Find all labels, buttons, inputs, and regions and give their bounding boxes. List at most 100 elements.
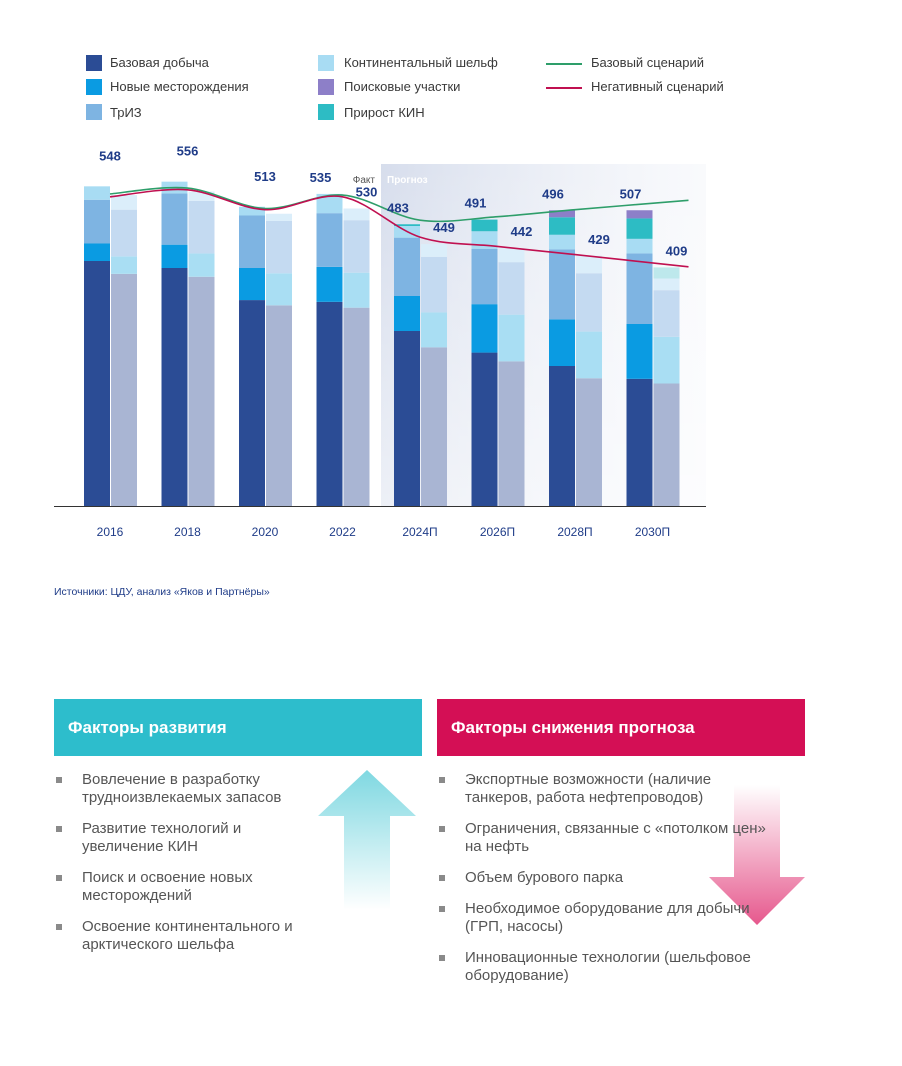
- total-label-negative: 530: [356, 185, 378, 200]
- total-label-base: 483: [387, 200, 409, 215]
- bar-segment-negative: [111, 256, 137, 274]
- bar-segment-negative: [653, 383, 680, 506]
- bar-segment-base: [84, 186, 110, 200]
- bar-segment-base: [316, 213, 343, 267]
- bar-segment-negative: [266, 220, 292, 274]
- legend-swatch-new-fields: [86, 79, 102, 95]
- bar-segment-negative: [266, 305, 292, 506]
- bullet-icon: [56, 875, 62, 881]
- legend-label-exploration: Поисковые участки: [344, 79, 461, 94]
- bullet-icon: [439, 826, 445, 832]
- total-label-negative: 409: [666, 243, 688, 258]
- bar-segment-negative: [343, 208, 370, 221]
- base-scenario-line: [109, 186, 689, 223]
- bars-group: [84, 181, 680, 506]
- up-arrow-icon: [318, 770, 416, 910]
- bar-segment-base: [626, 253, 653, 324]
- decline-factor-text: Объем бурового парка: [465, 869, 624, 886]
- x-tick-label: 2024П: [402, 525, 437, 539]
- x-tick-label: 2026П: [480, 525, 515, 539]
- total-label-base: 535: [310, 170, 332, 185]
- bar-segment-base: [316, 193, 343, 214]
- list-item: Ограничения, связанные с «потолком цен» …: [437, 820, 767, 856]
- bar-segment-base: [394, 331, 420, 506]
- growth-factors-header: Факторы развития: [54, 699, 422, 756]
- list-item: Экспортные возможности (наличие танкеров…: [437, 771, 767, 807]
- total-label: 548: [99, 148, 121, 163]
- x-tick-label: 2028П: [557, 525, 592, 539]
- bar-segment-base: [626, 210, 653, 219]
- bar-segment-base: [394, 237, 420, 296]
- bar-segment-base: [626, 218, 653, 239]
- bar-segment-negative: [576, 331, 602, 379]
- down-arrow-icon: [709, 785, 805, 925]
- bar-segment-negative: [188, 191, 215, 201]
- bullet-icon: [56, 924, 62, 930]
- decline-factor-text: Инновационные технологии (шельфовое обор…: [465, 949, 751, 984]
- bar-segment-base: [471, 304, 498, 353]
- bar-segment-negative: [498, 248, 525, 263]
- growth-factors-title: Факторы развития: [68, 718, 227, 737]
- bar-segment-negative: [421, 347, 447, 506]
- legend-line-negative-scenario: [546, 87, 582, 89]
- bar-segment-base: [316, 266, 343, 302]
- x-tick-label: 2016: [97, 525, 124, 539]
- total-label-negative: 442: [511, 224, 533, 239]
- x-axis: 2016 2018 2020 2022 2024П 2026П 2028П 2030П: [54, 506, 706, 539]
- legend-swatch-shelf: [318, 55, 334, 71]
- bar-segment-base: [161, 268, 188, 506]
- total-label: 513: [254, 169, 276, 184]
- legend-label-new-fields: Новые месторождения: [110, 79, 249, 94]
- total-labels: 548 556 513 535 530 483 449 491 442 496 429 507 409: [99, 144, 687, 259]
- legend-label-recovery-growth: Прирост КИН: [344, 105, 425, 120]
- bar-segment-base: [626, 324, 653, 379]
- bar-segment-base: [239, 300, 265, 506]
- legend-label-negative-scenario: Негативный сценарий: [591, 79, 724, 94]
- growth-factor-text: Развитие технологий и увеличение КИН: [82, 820, 242, 855]
- bar-segment-base: [239, 206, 265, 216]
- bar-segment-negative: [111, 195, 137, 210]
- bar-segment-negative: [421, 312, 447, 348]
- bar-segment-negative: [498, 314, 525, 362]
- bar-segment-base: [316, 301, 343, 506]
- bar-segment-negative: [498, 361, 525, 506]
- source-note: Источники: ЦДУ, анализ «Яков и Партнёры»: [54, 586, 270, 598]
- list-item: Освоение континентального и арктического…: [54, 918, 324, 954]
- total-label-base: 507: [620, 186, 642, 201]
- bar-segment-base: [394, 296, 420, 331]
- bar-segment-negative: [343, 220, 370, 273]
- forecast-label: Прогноз: [387, 175, 428, 186]
- bar-segment-negative: [653, 336, 680, 384]
- list-item: Вовлечение в разработку трудноизвлекаемы…: [54, 771, 324, 807]
- decline-factors-header: Факторы снижения прогноза: [437, 699, 805, 756]
- list-item: Инновационные технологии (шельфовое обор…: [437, 949, 767, 985]
- bullet-icon: [56, 826, 62, 832]
- decline-factors-list: Экспортные возможности (наличие танкеров…: [437, 771, 767, 998]
- bar-segment-negative: [188, 253, 215, 277]
- x-tick-label: 2020: [252, 525, 279, 539]
- bar-segment-base: [84, 243, 110, 261]
- x-tick-label: 2030П: [635, 525, 670, 539]
- decline-factor-text: Необходимое оборудование для добычи (ГРП…: [465, 900, 750, 935]
- legend-swatch-triz: [86, 104, 102, 120]
- bar-segment-negative: [111, 273, 137, 506]
- bar-segment-negative: [421, 256, 447, 313]
- bar-segment-base: [626, 378, 653, 506]
- bar-segment-negative: [576, 378, 602, 506]
- decline-factors-title: Факторы снижения прогноза: [451, 718, 695, 737]
- bar-segment-base: [239, 215, 265, 268]
- total-label-negative: 429: [588, 232, 610, 247]
- legend-label-shelf: Континентальный шельф: [344, 55, 498, 70]
- bar-segment-negative: [188, 276, 215, 506]
- bar-segment-negative: [576, 273, 602, 332]
- bullet-icon: [439, 906, 445, 912]
- bar-segment-base: [471, 248, 498, 305]
- legend-swatch-base-production: [86, 55, 102, 71]
- x-tick-label: 2022: [329, 525, 356, 539]
- bullet-icon: [439, 955, 445, 961]
- total-label: 556: [177, 144, 199, 159]
- total-label-negative: 449: [433, 220, 455, 235]
- bar-segment-negative: [343, 307, 370, 506]
- bar-segment-negative: [653, 278, 680, 291]
- growth-factors-list: Вовлечение в разработку трудноизвлекаемы…: [54, 771, 324, 967]
